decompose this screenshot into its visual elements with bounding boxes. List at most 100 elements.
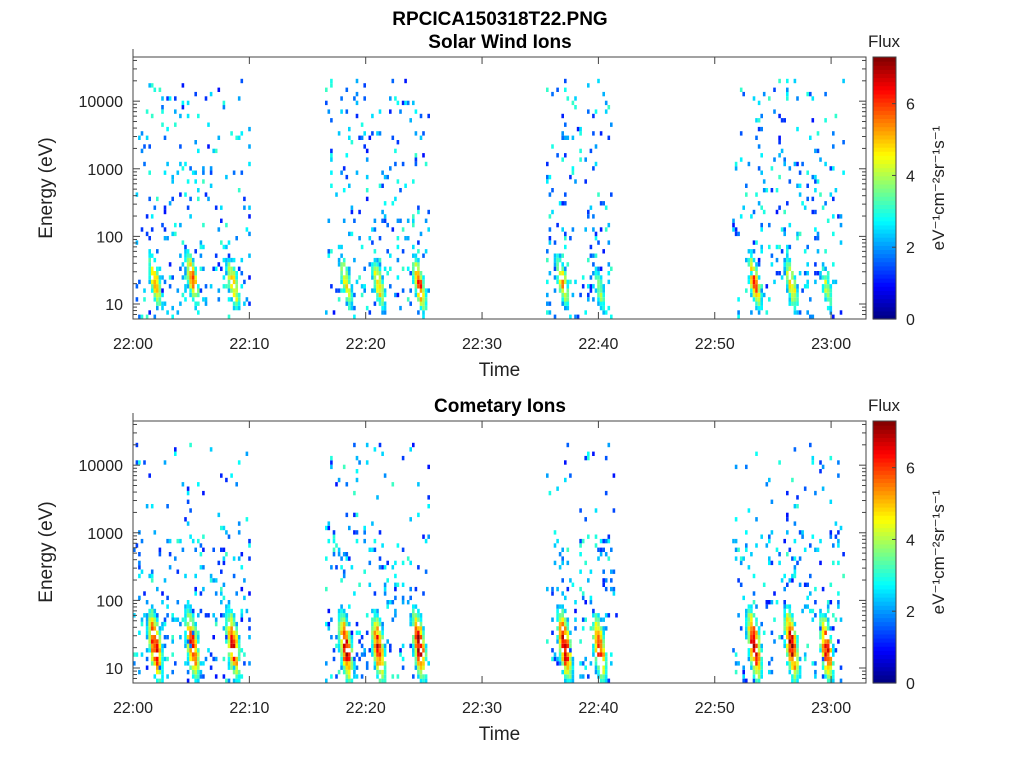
spectrogram-cell	[561, 556, 564, 561]
colorbar-step	[873, 286, 896, 291]
spectrogram-cell	[248, 231, 251, 237]
colorbar-step	[873, 429, 896, 434]
spectrogram-cell	[546, 473, 549, 478]
spectrogram-cell	[237, 305, 241, 311]
spectrogram-cell	[158, 275, 162, 280]
spectrogram-cell	[752, 573, 756, 579]
spectrogram-cell	[345, 279, 349, 285]
spectrogram-cell	[225, 222, 228, 228]
spectrogram-cell	[358, 209, 361, 215]
spectrogram-cell	[791, 284, 794, 289]
spectrogram-cell	[564, 201, 567, 206]
spectrogram-cell	[232, 656, 236, 662]
y-tick-label: 1000	[87, 526, 123, 543]
spectrogram-cell	[566, 674, 570, 679]
spectrogram-cell	[755, 135, 758, 140]
spectrogram-cell	[240, 617, 244, 622]
spectrogram-cell	[204, 656, 208, 662]
spectrogram-cell	[145, 656, 149, 662]
spectrogram-cell	[561, 135, 564, 140]
spectrogram-cell	[371, 630, 374, 635]
spectrogram-cell	[348, 656, 351, 662]
spectrogram-cell	[209, 183, 213, 188]
spectrogram-cell	[417, 279, 420, 285]
spectrogram-cell	[592, 621, 595, 627]
spectrogram-cell	[150, 573, 154, 579]
spectrogram-cell	[202, 534, 205, 539]
spectrogram-cell	[747, 639, 751, 644]
spectrogram-cell	[752, 249, 756, 254]
spectrogram-cell	[153, 613, 157, 618]
spectrogram-cell	[737, 547, 740, 552]
spectrogram-cell	[156, 249, 159, 254]
spectrogram-cell	[345, 674, 349, 679]
colorbar-step	[873, 130, 896, 136]
spectrogram-cell	[747, 275, 751, 280]
spectrogram-cell	[786, 630, 789, 635]
spectrogram-cell	[414, 656, 418, 662]
spectrogram-cell	[546, 249, 549, 254]
spectrogram-cell	[579, 661, 582, 666]
spectrogram-cell	[365, 442, 369, 448]
spectrogram-cell	[166, 604, 169, 609]
spectrogram-cell	[419, 661, 423, 666]
spectrogram-cell	[394, 582, 397, 587]
spectrogram-cell	[597, 621, 600, 627]
spectrogram-cell	[222, 582, 226, 587]
colorbar-step	[873, 433, 896, 438]
spectrogram-cell	[186, 635, 190, 640]
spectrogram-cell	[378, 635, 382, 640]
spectrogram-cell	[602, 91, 605, 97]
spectrogram-cell	[184, 630, 187, 635]
spectrogram-cell	[793, 635, 797, 640]
spectrogram-cell	[194, 249, 197, 254]
spectrogram-cell	[179, 266, 182, 271]
spectrogram-cell	[337, 626, 341, 631]
spectrogram-cell	[332, 648, 336, 653]
spectrogram-cell	[742, 595, 745, 601]
spectrogram-cell	[546, 257, 549, 263]
spectrogram-cell	[214, 148, 218, 154]
spectrogram-cell	[834, 521, 838, 526]
spectrogram-cell	[378, 669, 382, 675]
spectrogram-cell	[566, 665, 570, 670]
spectrogram-cell	[383, 473, 387, 478]
spectrogram-cell	[148, 613, 151, 618]
spectrogram-cell	[163, 460, 167, 465]
spectrogram-cell	[584, 560, 587, 566]
spectrogram-cell	[604, 490, 608, 496]
spectrogram-cell	[768, 96, 771, 101]
spectrogram-cell	[750, 249, 753, 254]
spectrogram-cell	[564, 297, 567, 302]
spectrogram-cell	[199, 288, 203, 293]
spectrogram-cell	[383, 214, 387, 219]
colorbar-step	[873, 457, 896, 463]
spectrogram-cell	[186, 279, 190, 285]
spectrogram-cell	[194, 635, 197, 640]
spectrogram-cell	[558, 621, 562, 627]
spectrogram-cell	[599, 674, 603, 679]
spectrogram-cell	[360, 635, 364, 640]
spectrogram-cell	[189, 508, 192, 513]
spectrogram-cell	[325, 678, 328, 683]
spectrogram-cell	[561, 656, 564, 662]
spectrogram-cell	[355, 170, 359, 175]
spectrogram-cell	[163, 209, 167, 215]
spectrogram-cell	[816, 547, 820, 552]
spectrogram-cell	[163, 617, 167, 622]
spectrogram-cell	[750, 271, 753, 276]
colorbar-step	[873, 560, 896, 565]
spectrogram-cell	[814, 613, 817, 618]
spectrogram-cell	[788, 665, 792, 670]
spectrogram-cell	[194, 271, 197, 276]
spectrogram-cell	[824, 297, 827, 302]
spectrogram-cell	[381, 170, 384, 175]
spectrogram-cell	[330, 455, 333, 461]
spectrogram-cell	[145, 617, 149, 622]
spectrogram-cell	[414, 109, 418, 114]
spectrogram-cell	[148, 144, 151, 149]
colorbar-step	[873, 486, 896, 492]
spectrogram-cell	[345, 266, 349, 271]
spectrogram-cell	[327, 525, 331, 531]
spectrogram-cell	[793, 538, 797, 544]
